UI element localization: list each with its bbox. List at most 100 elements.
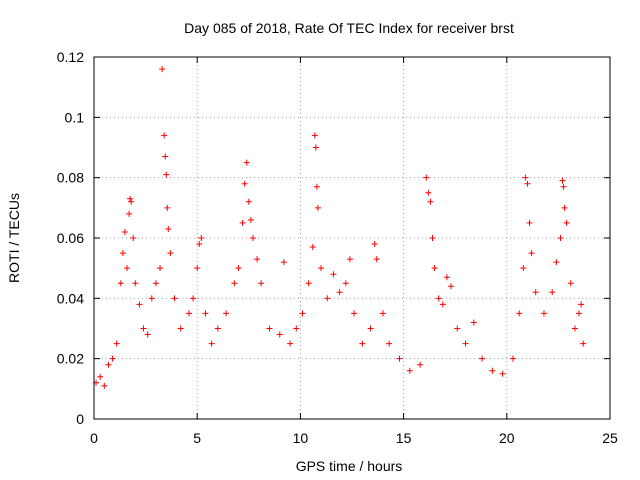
data-point (509, 355, 516, 362)
y-tick-label: 0.02 (57, 351, 84, 367)
data-point (324, 295, 331, 302)
data-point (127, 195, 134, 202)
data-point (557, 235, 564, 241)
data-point (435, 295, 442, 302)
data-point (121, 228, 128, 235)
data-point (462, 340, 469, 347)
data-point (258, 280, 265, 287)
data-point (105, 361, 112, 368)
data-point (190, 295, 197, 302)
data-point (448, 283, 455, 290)
data-point (299, 310, 306, 317)
data-point (318, 265, 325, 272)
data-point (427, 198, 434, 205)
data-point (185, 310, 192, 317)
data-point (516, 310, 523, 317)
data-point (113, 340, 120, 347)
data-point (119, 250, 126, 257)
data-point (563, 219, 570, 226)
data-point (309, 244, 316, 251)
data-point (311, 132, 318, 139)
data-point (165, 225, 172, 232)
y-tick-label: 0 (76, 411, 84, 427)
data-point (479, 355, 486, 362)
data-point (540, 310, 547, 317)
data-point (560, 183, 567, 190)
data-point (144, 331, 151, 338)
data-point (470, 319, 477, 326)
data-point (346, 256, 353, 263)
data-point (578, 301, 585, 308)
data-point (429, 235, 436, 241)
data-point (198, 235, 205, 241)
data-point (336, 289, 343, 296)
data-point (235, 265, 242, 272)
data-point (164, 204, 171, 211)
data-point (157, 265, 164, 272)
x-axis-label: GPS time / hours (296, 458, 403, 474)
data-point (293, 325, 300, 332)
x-tick-label: 10 (293, 430, 309, 446)
data-point (132, 280, 139, 287)
data-point (406, 367, 413, 374)
data-point (126, 210, 133, 217)
x-tick-label: 0 (90, 430, 98, 446)
data-point (576, 310, 583, 317)
grid-lines (94, 57, 610, 419)
data-point (152, 280, 159, 287)
data-point (559, 177, 566, 184)
axis-ticks: 0 0.02 0.04 0.06 0.08 0.1 0.12 0 5 10 15 20 25 (57, 49, 618, 446)
data-point (194, 265, 201, 272)
data-point (386, 340, 393, 347)
data-point (101, 382, 108, 389)
data-point (580, 340, 587, 347)
data-point (162, 153, 169, 160)
data-point (532, 289, 539, 296)
data-point (243, 159, 250, 166)
data-point (254, 256, 261, 263)
data-point (312, 144, 319, 151)
data-point (130, 235, 137, 241)
data-point (196, 241, 203, 248)
data-point (351, 310, 358, 317)
data-point (431, 265, 438, 272)
data-point (305, 280, 312, 287)
data-point (247, 216, 254, 223)
data-point (124, 265, 131, 272)
data-point (520, 265, 527, 272)
x-tick-label: 20 (499, 430, 515, 446)
data-point (245, 198, 252, 205)
data-point (287, 340, 294, 347)
data-point (128, 198, 135, 205)
y-tick-label: 0.12 (57, 49, 84, 65)
data-point (163, 171, 170, 178)
data-point (231, 280, 238, 287)
data-point (528, 250, 535, 257)
data-point (202, 310, 209, 317)
data-point (439, 301, 446, 308)
data-point (161, 132, 168, 139)
data-point (223, 310, 230, 317)
y-tick-label: 0.08 (57, 170, 84, 186)
data-point (549, 289, 556, 296)
data-point (423, 174, 430, 181)
data-point (167, 250, 174, 257)
data-point (454, 325, 461, 332)
data-point (342, 280, 349, 287)
data-point (214, 325, 221, 332)
data-point (526, 219, 533, 226)
data-point (524, 180, 531, 187)
data-point (241, 180, 248, 187)
data-point (159, 66, 166, 73)
data-point (280, 259, 287, 266)
data-point (313, 183, 320, 190)
y-tick-label: 0.06 (57, 230, 84, 246)
data-point (396, 355, 403, 362)
data-point (499, 370, 506, 377)
data-point (425, 189, 432, 196)
data-point (140, 325, 147, 332)
data-point (379, 310, 386, 317)
data-points (93, 66, 587, 389)
data-point (136, 301, 143, 308)
